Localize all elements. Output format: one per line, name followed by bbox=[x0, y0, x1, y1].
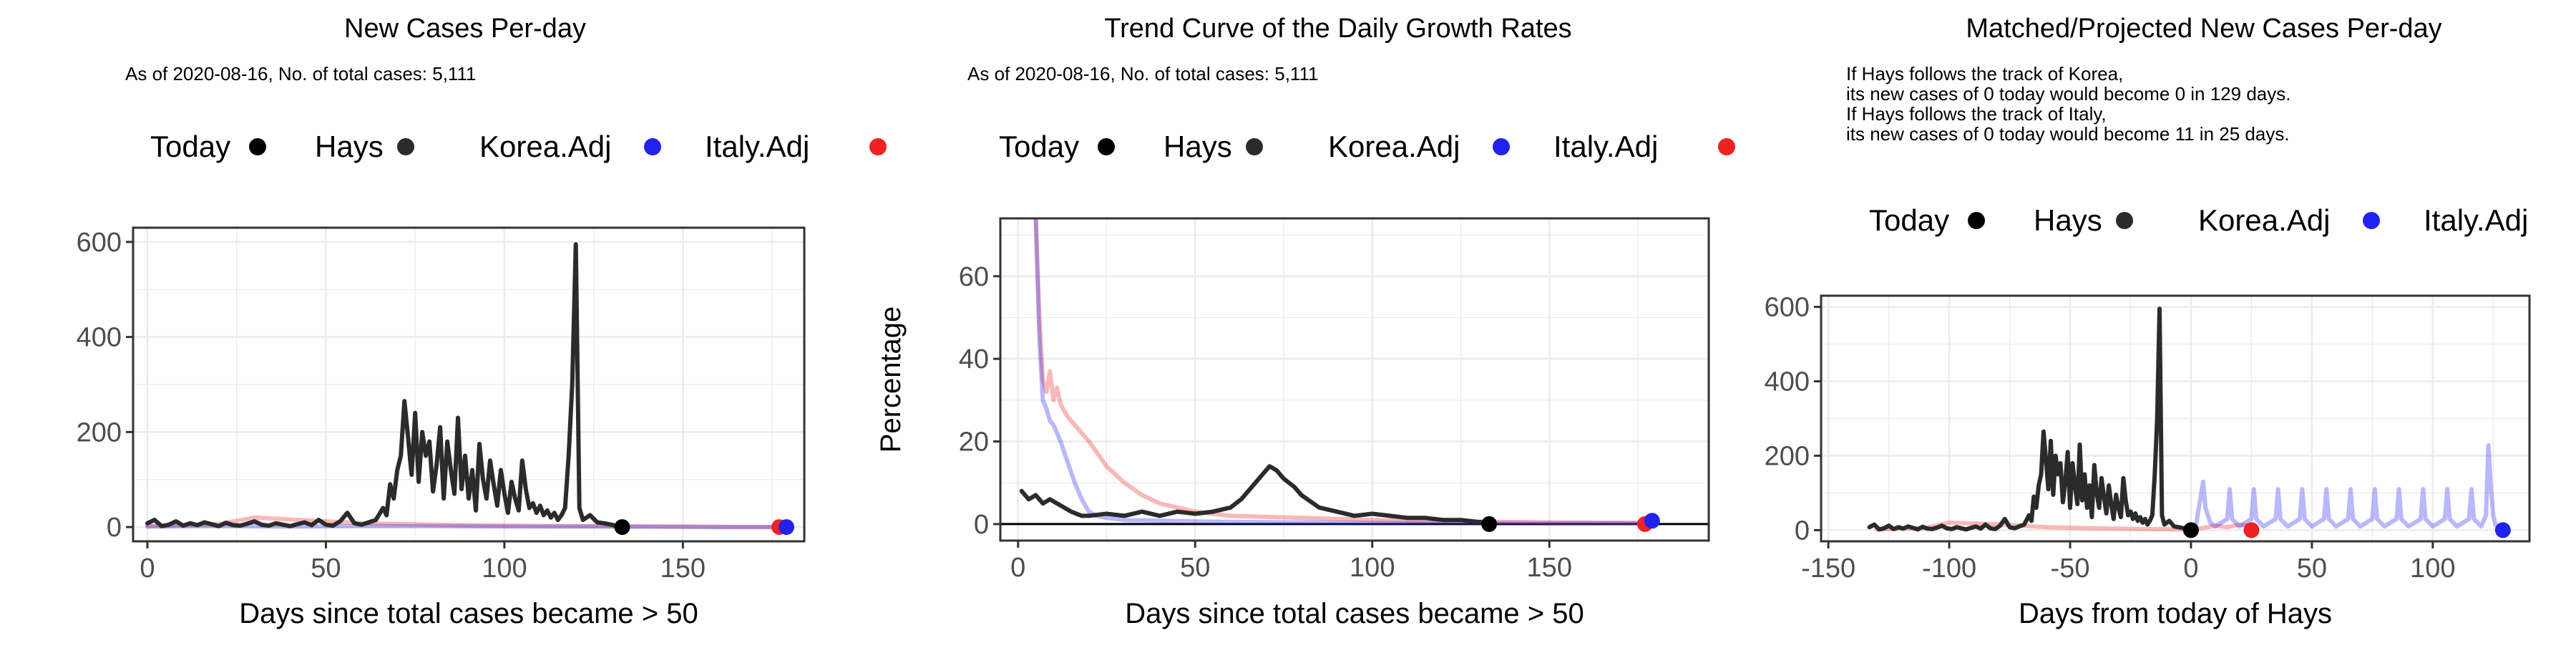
legend-label: Hays bbox=[2034, 203, 2102, 237]
today-point-hays bbox=[2182, 522, 2199, 538]
legend-key-hays bbox=[397, 138, 414, 155]
y-tick-label: 0 bbox=[107, 513, 122, 543]
chart-panel-1: New Cases Per-day As of 2020-08-16, No. o… bbox=[77, 14, 887, 629]
x-tick-label: 100 bbox=[482, 553, 527, 584]
legend-label: Italy.Adj bbox=[705, 130, 809, 163]
y-tick-label: 20 bbox=[959, 427, 989, 458]
legend-key-korea-adj bbox=[1493, 138, 1510, 155]
y-tick-label: 600 bbox=[1765, 293, 1810, 323]
gridlines bbox=[1821, 296, 2529, 541]
legend-label: Today bbox=[1869, 203, 1949, 237]
today-point-korea-adj bbox=[1644, 513, 1660, 529]
y-tick-label: 0 bbox=[974, 510, 989, 540]
series-layer bbox=[1000, 218, 1709, 526]
panel-border bbox=[132, 226, 806, 543]
series-line-hays bbox=[1867, 306, 2193, 533]
series-line-korea-adj bbox=[2189, 443, 2505, 533]
y-tick-label: 40 bbox=[959, 344, 989, 374]
legend-label: Korea.Adj bbox=[479, 130, 611, 163]
chart-title: Trend Curve of the Daily Growth Rates bbox=[1104, 14, 1571, 44]
chart-subtitle: As of 2020-08-16, No. of total cases: 5,… bbox=[967, 63, 1318, 84]
projection-annotation: If Hays follows the track of Korea, bbox=[1846, 63, 2123, 84]
legend-key-today bbox=[1968, 212, 1985, 229]
x-tick-label: 0 bbox=[1010, 553, 1025, 583]
x-tick-label: -50 bbox=[2051, 553, 2090, 584]
legend-key-today bbox=[1098, 138, 1115, 155]
series-line-italy-adj bbox=[1874, 521, 2254, 532]
chart-title: Matched/Projected New Cases Per-day bbox=[1966, 14, 2441, 44]
chart-panel-3: Matched/Projected New Cases Per-day If Ha… bbox=[1765, 14, 2531, 629]
x-tick-label: 100 bbox=[2410, 553, 2455, 584]
y-tick-label: 0 bbox=[1795, 516, 1810, 546]
x-tick-label: -100 bbox=[1922, 553, 1976, 584]
legend-key-italy-adj bbox=[869, 138, 887, 155]
legend-label: Today bbox=[150, 130, 230, 163]
today-point-hays bbox=[1481, 516, 1498, 532]
series-line-hays bbox=[1019, 464, 1492, 526]
series-line-korea-adj bbox=[1033, 218, 1654, 526]
legend-label: Korea.Adj bbox=[2198, 203, 2330, 237]
x-tick-label: 0 bbox=[2183, 553, 2198, 584]
x-tick-label: 150 bbox=[660, 553, 706, 584]
today-point-korea-adj bbox=[779, 519, 795, 536]
today-point-hays bbox=[614, 519, 630, 536]
chart-title: New Cases Per-day bbox=[344, 14, 586, 44]
legend-key-italy-adj bbox=[1718, 138, 1735, 155]
legend-key-korea-adj bbox=[2363, 212, 2380, 229]
panel-border bbox=[1820, 294, 2531, 543]
x-axis-title: Days since total cases became > 50 bbox=[239, 598, 698, 629]
x-axis-title: Days from today of Hays bbox=[2019, 598, 2332, 629]
series-layer bbox=[1867, 306, 2505, 533]
projection-annotation: its new cases of 0 today would become 11… bbox=[1846, 123, 2290, 145]
legend: Today Hays Korea.Adj Italy.Adj bbox=[150, 130, 887, 163]
legend-key-today bbox=[249, 138, 266, 155]
y-tick-label: 200 bbox=[77, 417, 122, 448]
y-tick-label: 400 bbox=[1765, 367, 1810, 397]
x-tick-label: 0 bbox=[140, 553, 155, 584]
projection-annotation: its new cases of 0 today would become 0 … bbox=[1846, 83, 2290, 105]
legend: Today Hays Korea.Adj Italy.Adj bbox=[1869, 203, 2528, 237]
series-line-italy-adj bbox=[1033, 218, 1647, 526]
x-tick-label: 50 bbox=[2297, 553, 2327, 584]
legend-key-hays bbox=[2116, 212, 2133, 229]
legend-label: Korea.Adj bbox=[1328, 130, 1460, 163]
y-tick-label: 600 bbox=[77, 228, 122, 258]
today-point-italy-adj bbox=[2243, 522, 2260, 538]
legend-label: Today bbox=[999, 130, 1079, 163]
legend-label: Italy.Adj bbox=[1553, 130, 1658, 163]
projection-annotation: If Hays follows the track of Italy, bbox=[1846, 103, 2107, 125]
legend-label: Hays bbox=[1163, 130, 1232, 163]
chart-panel-2: Trend Curve of the Daily Growth Rates As … bbox=[875, 14, 1735, 629]
gridlines bbox=[1000, 218, 1709, 541]
legend: Today Hays Korea.Adj Italy.Adj bbox=[999, 130, 1735, 163]
today-point-korea-adj bbox=[2494, 522, 2511, 538]
y-tick-label: 400 bbox=[77, 323, 122, 353]
chart-subtitle: As of 2020-08-16, No. of total cases: 5,… bbox=[125, 63, 476, 84]
x-tick-label: 150 bbox=[1527, 553, 1572, 583]
legend-label: Italy.Adj bbox=[2424, 203, 2528, 237]
x-tick-label: 50 bbox=[311, 553, 341, 584]
x-tick-label: -150 bbox=[1801, 553, 1855, 584]
y-tick-label: 200 bbox=[1765, 441, 1810, 471]
plot-area bbox=[1000, 218, 1709, 541]
x-tick-label: 100 bbox=[1350, 553, 1395, 583]
legend-key-hays bbox=[1246, 138, 1263, 155]
legend-label: Hays bbox=[315, 130, 384, 163]
y-axis-title: Percentage bbox=[875, 306, 907, 453]
panel-border bbox=[999, 217, 1710, 542]
legend-key-korea-adj bbox=[644, 138, 661, 155]
x-tick-label: 50 bbox=[1180, 553, 1210, 583]
x-axis-title: Days since total cases became > 50 bbox=[1125, 598, 1584, 629]
y-tick-label: 60 bbox=[959, 262, 989, 292]
series-line-hays bbox=[145, 242, 625, 530]
